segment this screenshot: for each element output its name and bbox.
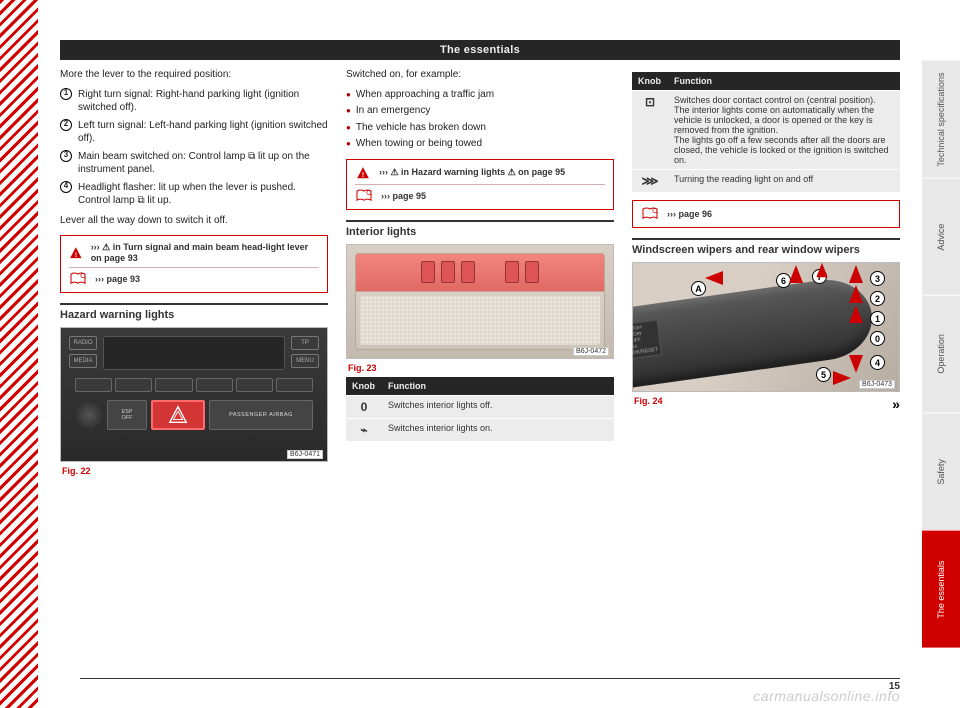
- knob-table-2: KnobFunction ⊡Switches door contact cont…: [632, 72, 900, 192]
- row2-func: Switches interior lights on.: [382, 418, 614, 441]
- badge-3: 3: [870, 271, 885, 286]
- tab-safety[interactable]: Safety: [922, 413, 960, 531]
- column-2: Switched on, for example: When approachi…: [346, 68, 614, 668]
- badge-1: 1: [870, 311, 885, 326]
- tp-btn: TP: [291, 336, 319, 350]
- airbag-panel: PASSENGER AIRBAG: [209, 400, 313, 430]
- figure-24: HIGH LOW OFF 1x OK/RESET A 3 2 1 0 4 5 6…: [632, 262, 900, 392]
- fig23-caption: Fig. 23: [346, 361, 614, 373]
- bullet-4: When towing or being towed: [346, 137, 614, 151]
- hazard-button: [151, 400, 205, 430]
- bullet-2: In an emergency: [346, 104, 614, 118]
- badge-5: 5: [816, 367, 831, 382]
- side-tabs: Technical specifications Advice Operatio…: [922, 60, 960, 648]
- step-4-text: Headlight flasher: lit up when the lever…: [78, 181, 328, 208]
- book-icon: [641, 207, 659, 221]
- figure-23: B6J-0472: [346, 244, 614, 359]
- left-knob: [75, 401, 103, 429]
- row1-knob: 0: [346, 395, 382, 418]
- step-2-marker: 2: [60, 119, 72, 131]
- step-4-marker: 4: [60, 181, 72, 193]
- section-hazard: Hazard warning lights: [60, 303, 328, 321]
- page-content: The essentials More the lever to the req…: [60, 40, 900, 668]
- th-func: Function: [382, 377, 614, 396]
- warning-icon: !: [355, 166, 371, 180]
- bullet-3: The vehicle has broken down: [346, 121, 614, 135]
- step-3-text: Main beam switched on: Control lamp ⧉ li…: [78, 150, 328, 177]
- bullet-list: When approaching a traffic jam In an eme…: [346, 88, 614, 151]
- page-header: The essentials: [60, 40, 900, 60]
- th-knob: Knob: [346, 377, 382, 396]
- tab-advice[interactable]: Advice: [922, 178, 960, 296]
- column-1: More the lever to the required position:…: [60, 68, 328, 668]
- media-btn: MEDIA: [69, 354, 97, 368]
- row2b-func: Turning the reading light on and off: [668, 170, 900, 193]
- step-3-marker: 3: [60, 150, 72, 162]
- ref-text-3: ››› page 96: [667, 209, 712, 219]
- th-func2: Function: [668, 72, 900, 91]
- row2b-knob: ⋙: [632, 170, 668, 193]
- step-1-text: Right turn signal: Right-hand parking li…: [78, 88, 328, 115]
- watermark: carmanualsonline.info: [753, 688, 900, 704]
- col2-intro: Switched on, for example:: [346, 68, 614, 82]
- continue-mark: »: [890, 394, 900, 412]
- col1-intro: More the lever to the required position:: [60, 68, 328, 82]
- step-1-marker: 1: [60, 88, 72, 100]
- knob-table-1: KnobFunction 0Switches interior lights o…: [346, 377, 614, 441]
- ref-box-3: ››› page 96: [632, 200, 900, 228]
- fig24-caption: Fig. 24: [632, 394, 663, 412]
- tab-operation[interactable]: Operation: [922, 295, 960, 413]
- stalk-labels: HIGH LOW OFF 1x OK/RESET: [632, 319, 663, 359]
- warning-box-2: ! ››› ⚠ in Hazard warning lights ⚠ on pa…: [346, 159, 614, 210]
- svg-text:!: !: [362, 172, 364, 179]
- fig23-code: B6J-0472: [573, 347, 609, 356]
- row1b-func: Switches door contact control on (centra…: [668, 91, 900, 170]
- fig24-code: B6J-0473: [859, 380, 895, 389]
- stripe-decor-left: [0, 0, 38, 708]
- bullet-1: When approaching a traffic jam: [346, 88, 614, 102]
- step-2-text: Left turn signal: Left-hand parking ligh…: [78, 119, 328, 146]
- menu-btn: MENU: [291, 354, 319, 368]
- svg-text:!: !: [75, 251, 77, 258]
- badge-A: A: [691, 281, 706, 296]
- book-icon: [355, 189, 373, 203]
- col1-outro: Lever all the way down to switch it off.: [60, 214, 328, 228]
- badge-4: 4: [870, 355, 885, 370]
- warning-icon: !: [69, 246, 83, 260]
- fig22-code: B6J-0471: [287, 450, 323, 459]
- badge-0: 0: [870, 331, 885, 346]
- section-interior: Interior lights: [346, 220, 614, 238]
- ref-text-2: ››› page 95: [381, 191, 426, 201]
- esp-off: ESPOFF: [107, 400, 147, 430]
- warn-text-1: ››› ⚠ in Turn signal and main beam head-…: [91, 242, 319, 263]
- tab-tech-spec[interactable]: Technical specifications: [922, 60, 960, 178]
- th-knob2: Knob: [632, 72, 668, 91]
- warn-text-2: ››› ⚠ in Hazard warning lights ⚠ on page…: [379, 167, 565, 178]
- book-icon: [69, 272, 87, 286]
- row1-func: Switches interior lights off.: [382, 395, 614, 418]
- warning-box-1: ! ››› ⚠ in Turn signal and main beam hea…: [60, 235, 328, 293]
- tab-essentials[interactable]: The essentials: [922, 530, 960, 648]
- badge-2: 2: [870, 291, 885, 306]
- row2-knob: ⌁: [346, 418, 382, 441]
- figure-22: RADIO MEDIA TP MENU ESPOFF PASSENGER AIR…: [60, 327, 328, 462]
- ref-text-1: ››› page 93: [95, 274, 140, 284]
- fig22-caption: Fig. 22: [60, 464, 328, 476]
- row1b-knob: ⊡: [632, 91, 668, 170]
- section-wipers: Windscreen wipers and rear window wipers: [632, 238, 900, 256]
- column-3: KnobFunction ⊡Switches door contact cont…: [632, 68, 900, 668]
- radio-btn: RADIO: [69, 336, 97, 350]
- numbered-list: 1 Right turn signal: Right-hand parking l…: [60, 88, 328, 208]
- radio-screen: [103, 336, 285, 370]
